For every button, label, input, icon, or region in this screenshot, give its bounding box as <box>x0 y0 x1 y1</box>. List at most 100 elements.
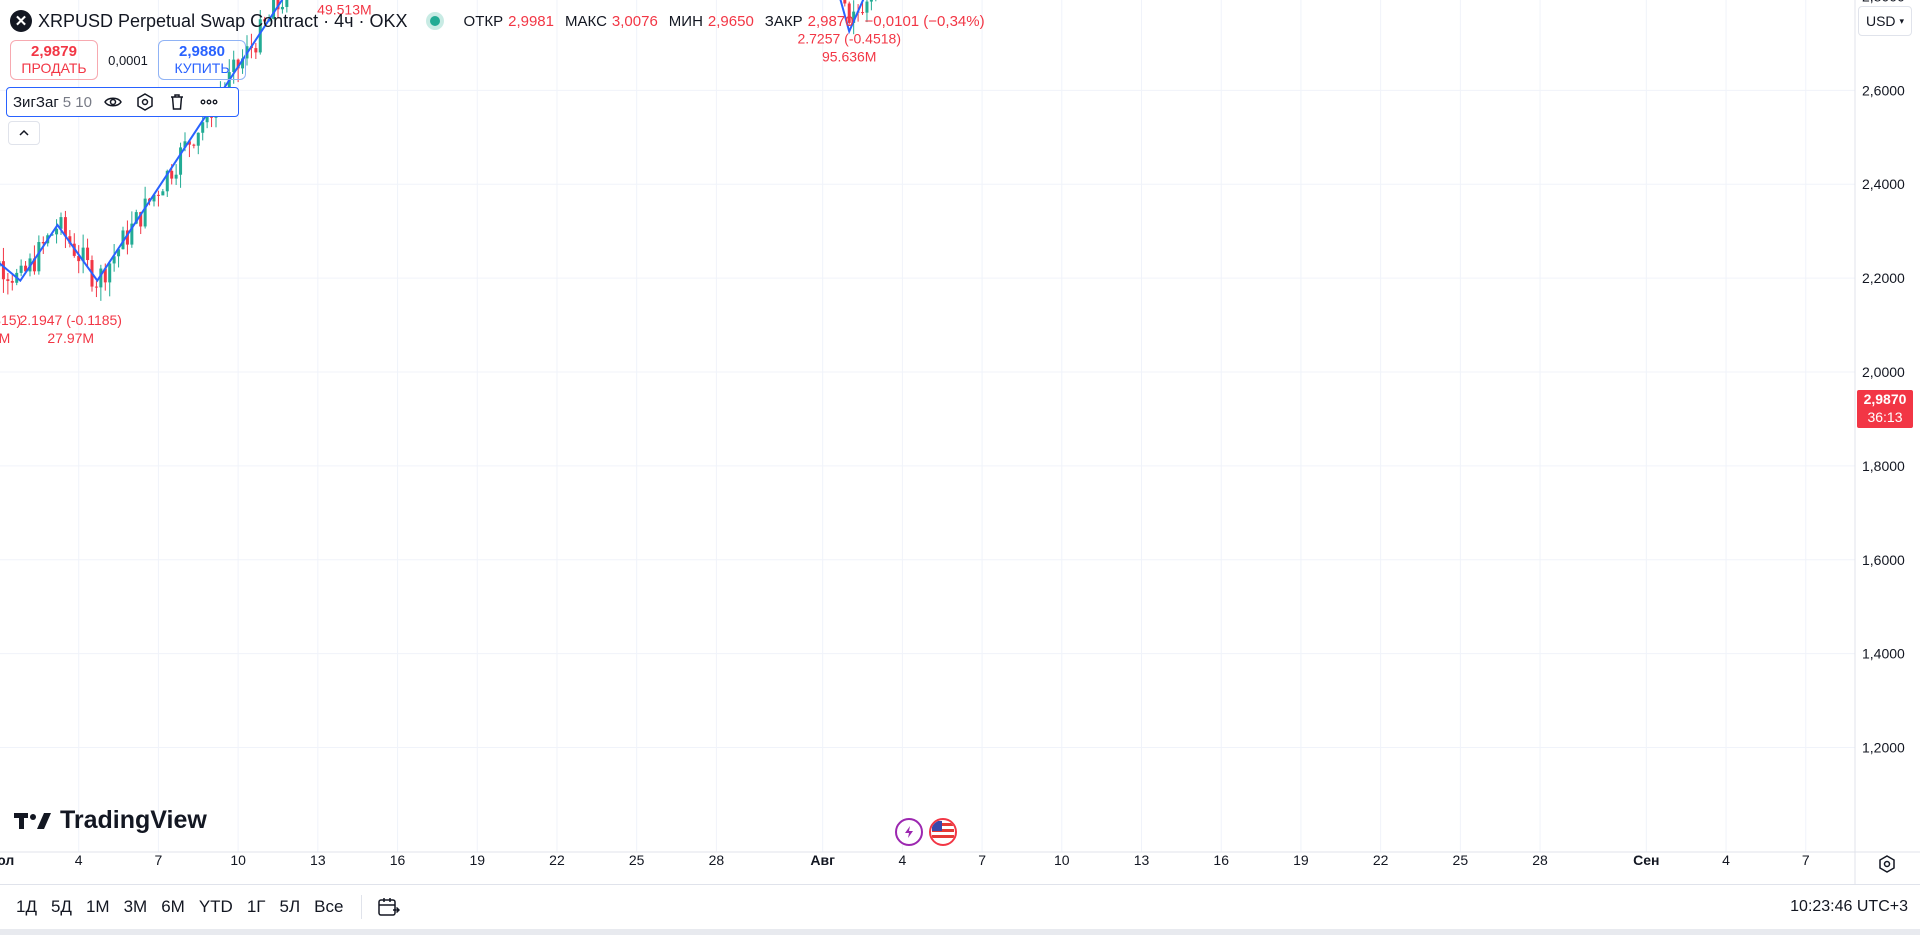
time-tick-label: 7 <box>155 852 163 868</box>
time-tick-label: 28 <box>1532 852 1548 868</box>
footer-strip <box>0 929 1920 935</box>
range-3m-button[interactable]: 3М <box>123 897 148 916</box>
currency-select[interactable]: USD ▾ <box>1858 6 1912 36</box>
time-tick-label: 7 <box>978 852 986 868</box>
candle-body <box>10 280 14 283</box>
indicator-legend[interactable]: ЗигЗаг 5 10 <box>6 87 239 117</box>
time-tick-label: 22 <box>549 852 565 868</box>
candle-body <box>6 279 10 281</box>
candle-body <box>81 247 85 262</box>
gear-icon[interactable] <box>1876 853 1898 875</box>
price-chart[interactable]: 2.3132 (+0.1682)59.865M60 (-0.1815)27.06… <box>0 0 1920 884</box>
chart-header: ✕ XRPUSD Perpetual Swap Contract · 4ч · … <box>10 8 991 34</box>
candle-body <box>117 249 121 257</box>
candle-body <box>130 223 134 245</box>
candle-body <box>865 1 869 13</box>
price-tick-label: 1,4000 <box>1862 646 1905 662</box>
price-tick-label: 2,0000 <box>1862 364 1905 380</box>
range-1m-button[interactable]: 1М <box>85 897 110 916</box>
pivot-labels: 2.3132 (+0.1682)59.865M60 (-0.1815)27.06… <box>0 1 901 346</box>
time-tick-label: 25 <box>1453 852 1469 868</box>
time-tick-label: 10 <box>230 852 246 868</box>
candle-body <box>196 132 200 146</box>
ohlc-values: ОТКР 2,9981 МАКС 3,0076 МИН 2,9650 ЗАКР 2,98… <box>464 13 991 30</box>
range-1y-button[interactable]: 1Г <box>246 897 266 916</box>
tradingview-logo[interactable]: TradingView <box>14 806 207 835</box>
candle-body <box>125 230 129 245</box>
candle-body <box>280 6 284 10</box>
candle-body <box>847 3 851 23</box>
time-tick-label: 13 <box>1134 852 1150 868</box>
range-1d-button[interactable]: 1Д <box>16 897 37 916</box>
price-tick-label: 1,8000 <box>1862 458 1905 474</box>
us-flag-icon[interactable] <box>929 818 957 846</box>
candle-body <box>37 242 41 272</box>
candle-body <box>161 191 165 196</box>
price-tick-label: 1,2000 <box>1862 740 1905 756</box>
candle-body <box>77 255 81 262</box>
time-tick-label: 4 <box>75 852 83 868</box>
candle-body <box>134 212 138 224</box>
range-ytd-button[interactable]: YTD <box>198 897 233 916</box>
time-tick-label: 19 <box>1293 852 1309 868</box>
settings-icon[interactable] <box>134 91 156 113</box>
time-tick-label: 22 <box>1373 852 1389 868</box>
pivot-label-price: 60 (-0.1815) <box>0 312 21 328</box>
open-label: ОТКР <box>463 12 504 30</box>
sell-label: ПРОДАТЬ <box>21 60 87 76</box>
sell-price: 2,9879 <box>31 43 77 60</box>
pivot-label-price: 2.7257 (-0.4518) <box>797 30 901 46</box>
price-axis[interactable]: 4,40004,20004,00003,80003,60003,40003,20… <box>1854 0 1905 884</box>
candle-body <box>152 194 156 202</box>
candle-body <box>861 12 865 14</box>
last-price-badge: 2,9870 36:13 <box>1857 390 1913 428</box>
tradingview-logo-icon <box>14 812 51 829</box>
date-ranges: 1Д 5Д 1М 3М 6М YTD 1Г 5Л Все <box>10 885 402 929</box>
candle-body <box>174 174 178 179</box>
indicator-name[interactable]: ЗигЗаг <box>13 93 59 111</box>
pivot-label-volume: 95.636M <box>822 48 876 64</box>
candle-body <box>232 59 236 73</box>
candle-body <box>254 48 258 53</box>
time-tick-label: 28 <box>709 852 725 868</box>
range-all-button[interactable]: Все <box>314 897 344 916</box>
candle-body <box>236 59 240 69</box>
trade-panel: 2,9879 ПРОДАТЬ 0,0001 2,9880 КУПИТЬ <box>10 40 246 80</box>
candle-body <box>192 144 196 146</box>
chart-grid <box>0 0 1855 852</box>
candle-body <box>99 268 103 288</box>
high-label: МАКС <box>565 12 607 30</box>
low-label: МИН <box>668 12 703 30</box>
sell-button[interactable]: 2,9879 ПРОДАТЬ <box>10 40 98 80</box>
flash-icon[interactable] <box>895 818 923 846</box>
collapse-legend-button[interactable] <box>8 121 40 145</box>
candle-body <box>94 286 98 288</box>
candle-body <box>869 0 873 2</box>
price-tick-label: 2,8000 <box>1862 0 1905 4</box>
candle-body <box>24 265 28 272</box>
symbol-title[interactable]: XRPUSD Perpetual Swap Contract · 4ч · OK… <box>38 10 408 31</box>
range-5d-button[interactable]: 5Д <box>50 897 72 916</box>
currency-value: USD <box>1865 13 1896 29</box>
buy-button[interactable]: 2,9880 КУПИТЬ <box>158 40 246 80</box>
range-5y-button[interactable]: 5Л <box>279 897 301 916</box>
brand-name: TradingView <box>60 806 207 834</box>
buy-price: 2,9880 <box>179 43 225 60</box>
candle-body <box>1 261 5 280</box>
more-icon[interactable] <box>198 91 220 113</box>
calendar-icon[interactable] <box>374 893 402 921</box>
candle-body <box>139 212 143 227</box>
candle-body <box>263 19 267 22</box>
time-tick-label: 7 <box>1802 852 1810 868</box>
clock[interactable]: 10:23:46 UTC+3 <box>1790 898 1908 915</box>
time-tick-label: 19 <box>469 852 485 868</box>
candle-body <box>55 228 59 235</box>
eye-icon[interactable] <box>102 91 124 113</box>
trash-icon[interactable] <box>166 91 188 113</box>
candle-body <box>86 247 90 261</box>
low-value: 2,9650 <box>707 12 754 30</box>
spread-value: 0,0001 <box>108 52 148 68</box>
bottom-toolbar: 1Д 5Д 1М 3М 6М YTD 1Г 5Л Все 10:23:46 UT… <box>0 884 1920 929</box>
range-6m-button[interactable]: 6М <box>161 897 185 916</box>
time-axis[interactable]: Июл 4 7 10 13 16 19 22 25 28 Авг 4 7 10 13 16 19 22 25 28 Се… <box>0 851 1920 868</box>
